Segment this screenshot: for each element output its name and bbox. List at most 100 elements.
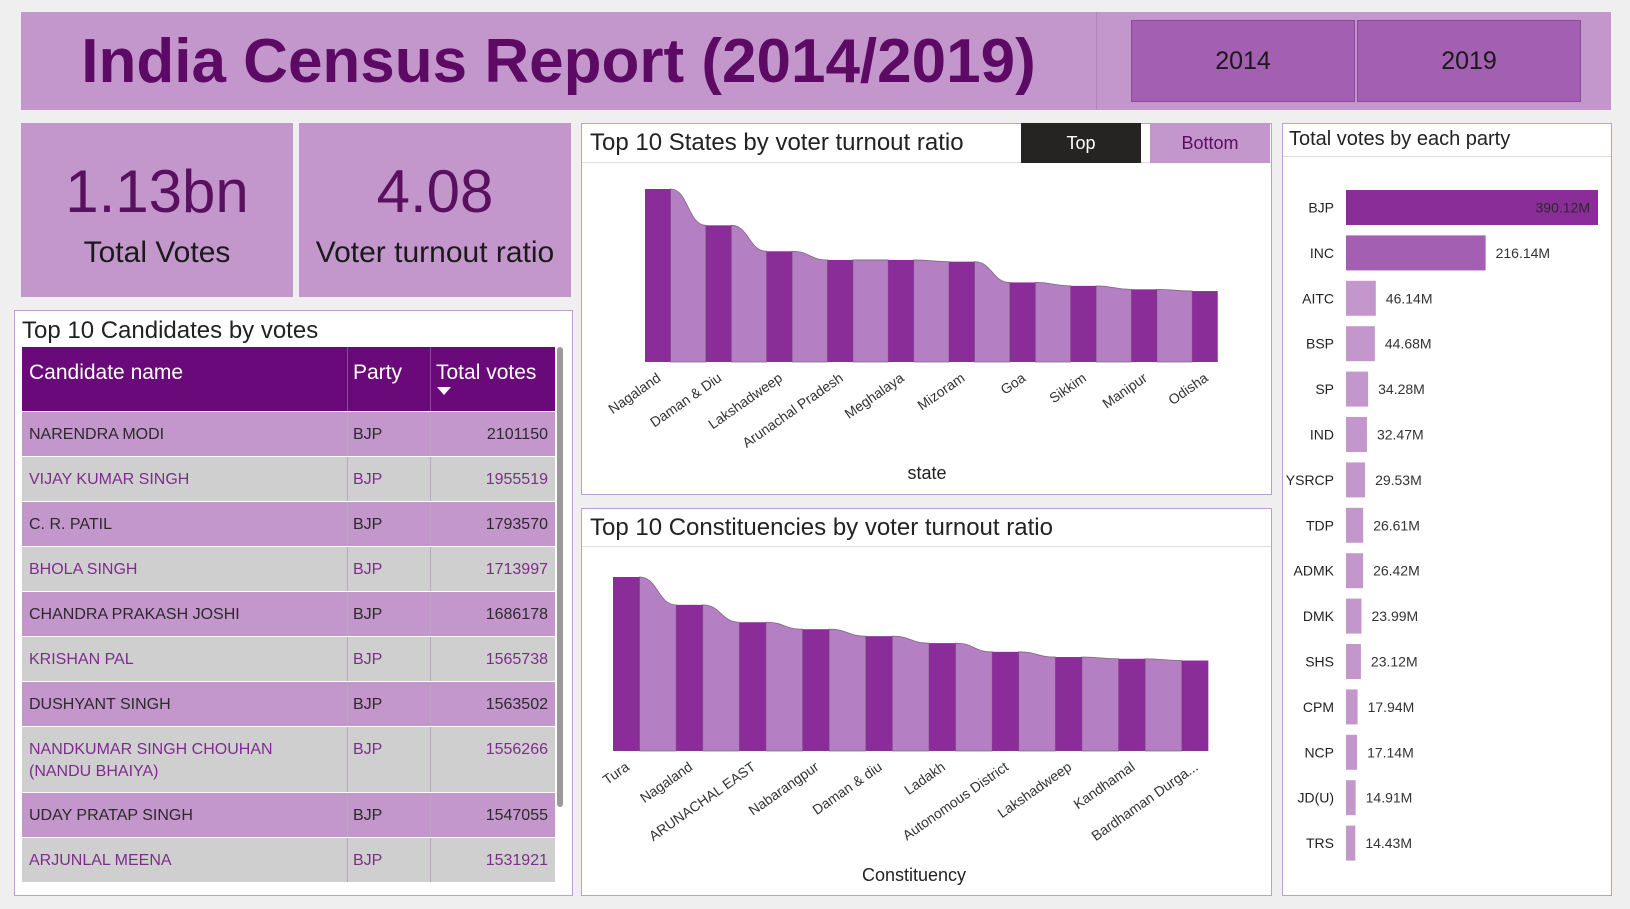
y-tick-label: IND <box>1310 427 1334 443</box>
data-label: 29.53M <box>1375 472 1422 488</box>
table-row[interactable]: ARJUNLAL MEENA BJP 1531921 <box>22 838 555 882</box>
table-row[interactable]: NARENDRA MODI BJP 2101150 <box>22 412 555 456</box>
ribbon-connector <box>852 259 889 363</box>
ribbon-connector <box>1034 282 1071 363</box>
candidate-name-cell: BHOLA SINGH <box>29 561 138 578</box>
table-row[interactable]: DUSHYANT SINGH BJP 1563502 <box>22 682 555 726</box>
title-divider <box>582 162 1271 163</box>
bar[interactable] <box>1346 689 1358 725</box>
bar[interactable] <box>888 259 914 362</box>
bar[interactable] <box>929 643 956 751</box>
bar[interactable] <box>1181 660 1209 751</box>
column-divider <box>430 727 431 792</box>
top-toggle-button[interactable]: Top <box>1021 123 1141 163</box>
bar[interactable] <box>1346 326 1375 362</box>
party-cell: BJP <box>353 426 383 443</box>
x-tick-label: Autonomous District <box>899 758 1011 843</box>
bar[interactable] <box>1346 553 1364 589</box>
ribbon-connector <box>765 621 803 752</box>
bar[interactable] <box>1346 598 1362 634</box>
bar[interactable] <box>1009 282 1036 362</box>
bar[interactable] <box>1346 825 1356 861</box>
total-votes-value: 1.13bn <box>65 158 249 225</box>
bar[interactable] <box>1346 507 1364 543</box>
table-row[interactable]: KRISHAN PAL BJP 1565738 <box>22 637 555 681</box>
x-tick-label: Manipur <box>1099 369 1150 411</box>
candidate-name-cell: ARJUNLAL MEENA <box>29 852 172 869</box>
column-divider <box>347 502 348 546</box>
bar[interactable] <box>613 577 640 751</box>
x-tick-label: Mizoram <box>914 369 967 413</box>
bar[interactable] <box>1070 285 1097 362</box>
bar[interactable] <box>1346 644 1361 679</box>
bottom-toggle-button[interactable]: Bottom <box>1150 123 1270 163</box>
table-row[interactable]: C. R. PATIL BJP 1793570 <box>22 502 555 546</box>
bar[interactable] <box>1055 657 1082 751</box>
bar[interactable] <box>992 651 1019 751</box>
bar[interactable] <box>1346 190 1598 225</box>
data-label: 17.14M <box>1367 744 1414 760</box>
bar[interactable] <box>1346 371 1369 407</box>
table-header: Candidate name Party Total votes <box>22 347 555 411</box>
bar[interactable] <box>1131 289 1157 362</box>
total-votes-label: Total Votes <box>83 236 231 269</box>
bar[interactable] <box>949 261 975 362</box>
ribbon-connector <box>913 259 950 363</box>
table-row[interactable]: VIJAY KUMAR SINGH BJP 1955519 <box>22 457 555 501</box>
ribbon-connector <box>791 250 828 363</box>
bar[interactable] <box>739 622 766 751</box>
title-divider <box>1283 156 1611 157</box>
y-tick-label: TDP <box>1306 517 1334 533</box>
table-scrollbar[interactable] <box>557 347 563 807</box>
bar[interactable] <box>1346 780 1356 816</box>
candidates-title: Top 10 Candidates by votes <box>22 317 319 344</box>
year-button-2019[interactable]: 2019 <box>1357 20 1581 102</box>
table-row[interactable]: UDAY PRATAP SINGH BJP 1547055 <box>22 793 555 837</box>
party-cell: BJP <box>353 516 383 533</box>
column-divider <box>347 412 348 456</box>
bar[interactable] <box>1346 462 1366 498</box>
bar[interactable] <box>1346 417 1367 452</box>
bar[interactable] <box>1192 291 1218 362</box>
total-votes-card: 1.13bn Total Votes <box>21 123 293 297</box>
bar[interactable] <box>766 251 793 362</box>
bar[interactable] <box>705 225 732 362</box>
column-header-total-votes[interactable]: Total votes <box>436 361 537 384</box>
ribbon-connector <box>1144 658 1183 752</box>
column-divider <box>347 547 348 591</box>
bar[interactable] <box>1346 280 1376 316</box>
column-header-party[interactable]: Party <box>353 361 403 384</box>
y-tick-label: AITC <box>1302 290 1334 306</box>
table-row[interactable]: NANDKUMAR SINGH CHOUHAN (NANDU BHAIYA) BJ… <box>22 727 555 792</box>
bar[interactable] <box>827 259 853 362</box>
page-title: India Census Report (2014/2019) <box>81 26 1036 96</box>
sort-descending-icon[interactable] <box>437 387 451 395</box>
ribbon-connector <box>1081 656 1119 752</box>
votes-cell: 1563502 <box>485 696 548 713</box>
column-divider <box>430 592 431 636</box>
candidate-name-cell: VIJAY KUMAR SINGH <box>29 471 190 488</box>
party-cell: BJP <box>353 651 383 668</box>
header-divider <box>1096 12 1097 110</box>
column-divider <box>347 682 348 726</box>
bar[interactable] <box>1346 235 1486 271</box>
bar[interactable] <box>802 629 830 751</box>
bar[interactable] <box>1346 734 1358 770</box>
column-header-candidate[interactable]: Candidate name <box>29 361 184 384</box>
bar[interactable] <box>676 604 703 751</box>
y-tick-label: CPM <box>1303 699 1334 715</box>
table-row[interactable]: CHANDRA PRAKASH JOSHI BJP 1686178 <box>22 592 555 636</box>
column-divider <box>430 502 431 546</box>
party-cell: BJP <box>353 606 383 623</box>
data-label: 46.14M <box>1386 290 1433 306</box>
column-divider <box>430 457 431 501</box>
votes-cell: 1686178 <box>485 606 548 623</box>
year-button-2014[interactable]: 2014 <box>1131 20 1355 102</box>
table-row[interactable]: BHOLA SINGH BJP 1713997 <box>22 547 555 591</box>
bar[interactable] <box>1118 658 1146 751</box>
bar[interactable] <box>865 636 893 751</box>
y-tick-label: SP <box>1315 381 1334 397</box>
bar[interactable] <box>645 189 671 362</box>
